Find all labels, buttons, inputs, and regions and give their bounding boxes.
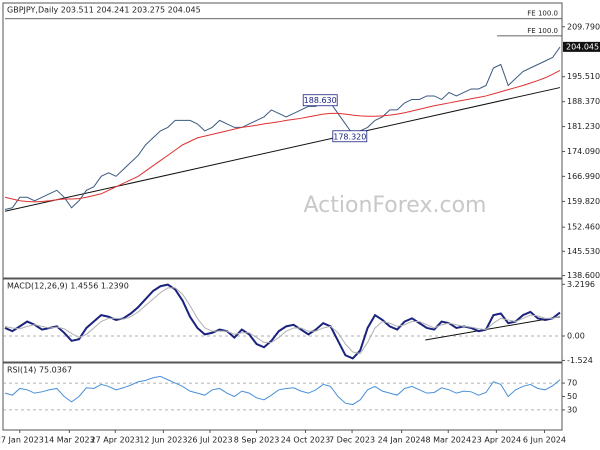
y-tick-label: 138.600 (567, 271, 600, 280)
last-price-tag (563, 41, 600, 52)
x-tick-label: 27 Apr 2023 (91, 436, 140, 445)
y-tick-label: 30 (567, 405, 577, 414)
annotation-box (332, 130, 368, 143)
series-line (4, 375, 561, 406)
x-tick-label: 8 Mar 2024 (425, 436, 471, 445)
y-tick-label: 166.990 (567, 172, 600, 181)
pane-title: MACD(12,26,9) 1.4556 1.2390 (7, 282, 129, 291)
level-label: FE 100.0 (527, 27, 558, 35)
x-tick-label: 24 Jan 2024 (378, 436, 426, 445)
pane-frame (2, 278, 563, 363)
y-tick-label: 152.460 (567, 223, 600, 232)
series-line (4, 287, 561, 355)
y-tick-label: 209.790 (567, 22, 600, 31)
y-tick-label: 0.00 (567, 331, 585, 340)
x-tick-label: 8 Sep 2023 (234, 436, 280, 445)
y-tick-label: 50 (567, 392, 577, 401)
x-tick-label: 12 Jun 2023 (139, 436, 187, 445)
x-tick-label: 6 Jun 2024 (523, 436, 566, 445)
y-tick-label: 70 (567, 379, 577, 388)
y-tick-label: 159.820 (567, 197, 600, 206)
x-tick-label: 27 Jan 2023 (0, 436, 44, 445)
pane-frame (2, 2, 563, 279)
trendline (4, 87, 561, 212)
y-tick-label: 181.230 (567, 122, 600, 131)
y-tick-label: 195.510 (567, 72, 600, 81)
pane-frame (2, 362, 563, 431)
y-tick-label: 188.370 (567, 97, 600, 106)
x-tick-label: 26 Jul 2023 (187, 436, 232, 445)
pane-title: RSI(14) 75.0367 (7, 366, 72, 375)
x-tick-label: 24 Oct 2023 (281, 436, 330, 445)
watermark: ActionForex.com (304, 193, 487, 218)
annotation-label: 178.320 (333, 132, 366, 141)
annotation-box (302, 94, 338, 107)
series-line (4, 283, 561, 360)
y-tick-label: -1.524 (567, 356, 593, 365)
y-tick-label: 145.530 (567, 247, 600, 256)
annotation-label: 188.630 (304, 96, 337, 105)
pane-title: GBPJPY,Daily 203.511 204.241 203.275 204… (7, 6, 201, 15)
last-price-label: 204.045 (566, 42, 599, 51)
x-tick-label: 7 Dec 2023 (329, 436, 375, 445)
trendline (425, 316, 561, 341)
x-tick-label: 23 Apr 2024 (472, 436, 521, 445)
y-tick-label: 3.2196 (567, 280, 595, 289)
x-tick-label: 14 Mar 2023 (44, 436, 95, 445)
level-label: FE 100.0 (527, 10, 558, 18)
series-line (4, 69, 561, 203)
y-tick-label: 174.090 (567, 147, 600, 156)
series-line (4, 46, 561, 210)
